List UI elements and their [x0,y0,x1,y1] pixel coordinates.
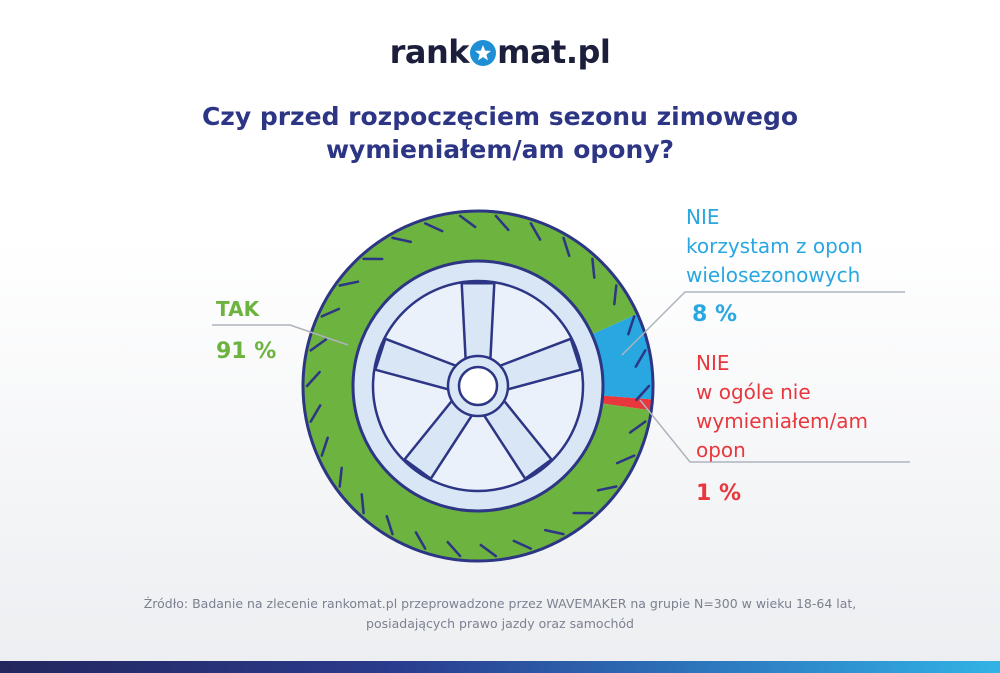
tire-outline [301,209,655,563]
logo-text-end: mat.pl [497,33,611,71]
tread-mark [635,384,651,402]
wheel-rim [351,259,605,513]
tread-mark [458,214,477,229]
tread-mark [613,284,618,306]
tread-mark [596,485,618,492]
tread-mark [591,257,596,279]
bottom-gradient-bar [0,661,1000,673]
label-nie-wcale: NIE w ogóle nie wymieniałem/am opon [696,349,868,465]
title-line-1: Czy przed rozpoczęciem sezonu zimowego [201,102,799,131]
tread-mark [385,514,394,536]
tread-mark [529,222,542,241]
tread-mark [512,539,533,550]
label-nie-wcale-line3: wymieniałem/am [696,409,868,433]
leader-lines [212,291,910,463]
tread-mark [628,420,647,434]
label-nie-wielosezonowe-line3: wielosezonowych [686,263,861,287]
source-note: Źródło: Badanie na zlecenie rankomat.pl … [0,594,1000,634]
tread-mark [391,236,413,244]
source-line-2: posiadających prawo jazdy oraz samochód [366,616,634,631]
rankomat-logo: rank mat.pl [0,33,1000,71]
leader-line-nie-wielosezonowe [621,291,905,356]
rim-spokes [374,282,582,480]
tread-mark [360,493,365,515]
tread-mark [309,338,328,352]
tread-mark [634,349,647,368]
title-line-2: wymieniałem/am opony? [325,135,675,164]
label-nie-wcale-line1: NIE [696,351,730,375]
tread-mark [309,404,322,423]
label-nie-wielosezonowe-line1: NIE [686,205,720,229]
leader-line-nie-wcale [639,399,910,463]
label-nie-wcale-line2: w ogóle nie [696,380,811,404]
tread-mark [446,540,462,558]
tire-treads [305,214,651,558]
tread-mark [494,214,510,232]
source-line-1: Źródło: Badanie na zlecenie rankomat.pl … [143,596,857,611]
tread-mark [562,236,571,258]
label-nie-wielosezonowe-line2: korzystam z opon [686,234,863,258]
value-nie-wielosezonowe: 8 % [692,302,738,327]
tread-mark [615,454,636,465]
tread-mark [414,531,427,550]
tread-mark [627,315,636,336]
tread-mark [338,466,343,488]
tread-mark [320,307,341,318]
star-icon [470,40,497,66]
tread-mark [305,370,321,388]
tread-mark [320,436,329,457]
value-tak: 91 % [216,339,277,364]
label-tak: TAK [216,297,260,321]
value-nie-wcale: 1 % [696,481,742,506]
rim-spoke [460,282,496,363]
label-nie-wcale-line4: opon [696,438,746,462]
leader-line-tak [212,324,349,346]
chart-title: Czy przed rozpoczęciem sezonu zimowego w… [0,100,1000,166]
tread-mark [543,528,565,536]
tread-mark [338,280,360,287]
label-nie-wielosezonowe: NIE korzystam z opon wielosezonowych [686,203,863,290]
tread-mark [479,543,498,558]
tread-mark [423,222,444,233]
logo-text-start: rank [389,33,470,71]
